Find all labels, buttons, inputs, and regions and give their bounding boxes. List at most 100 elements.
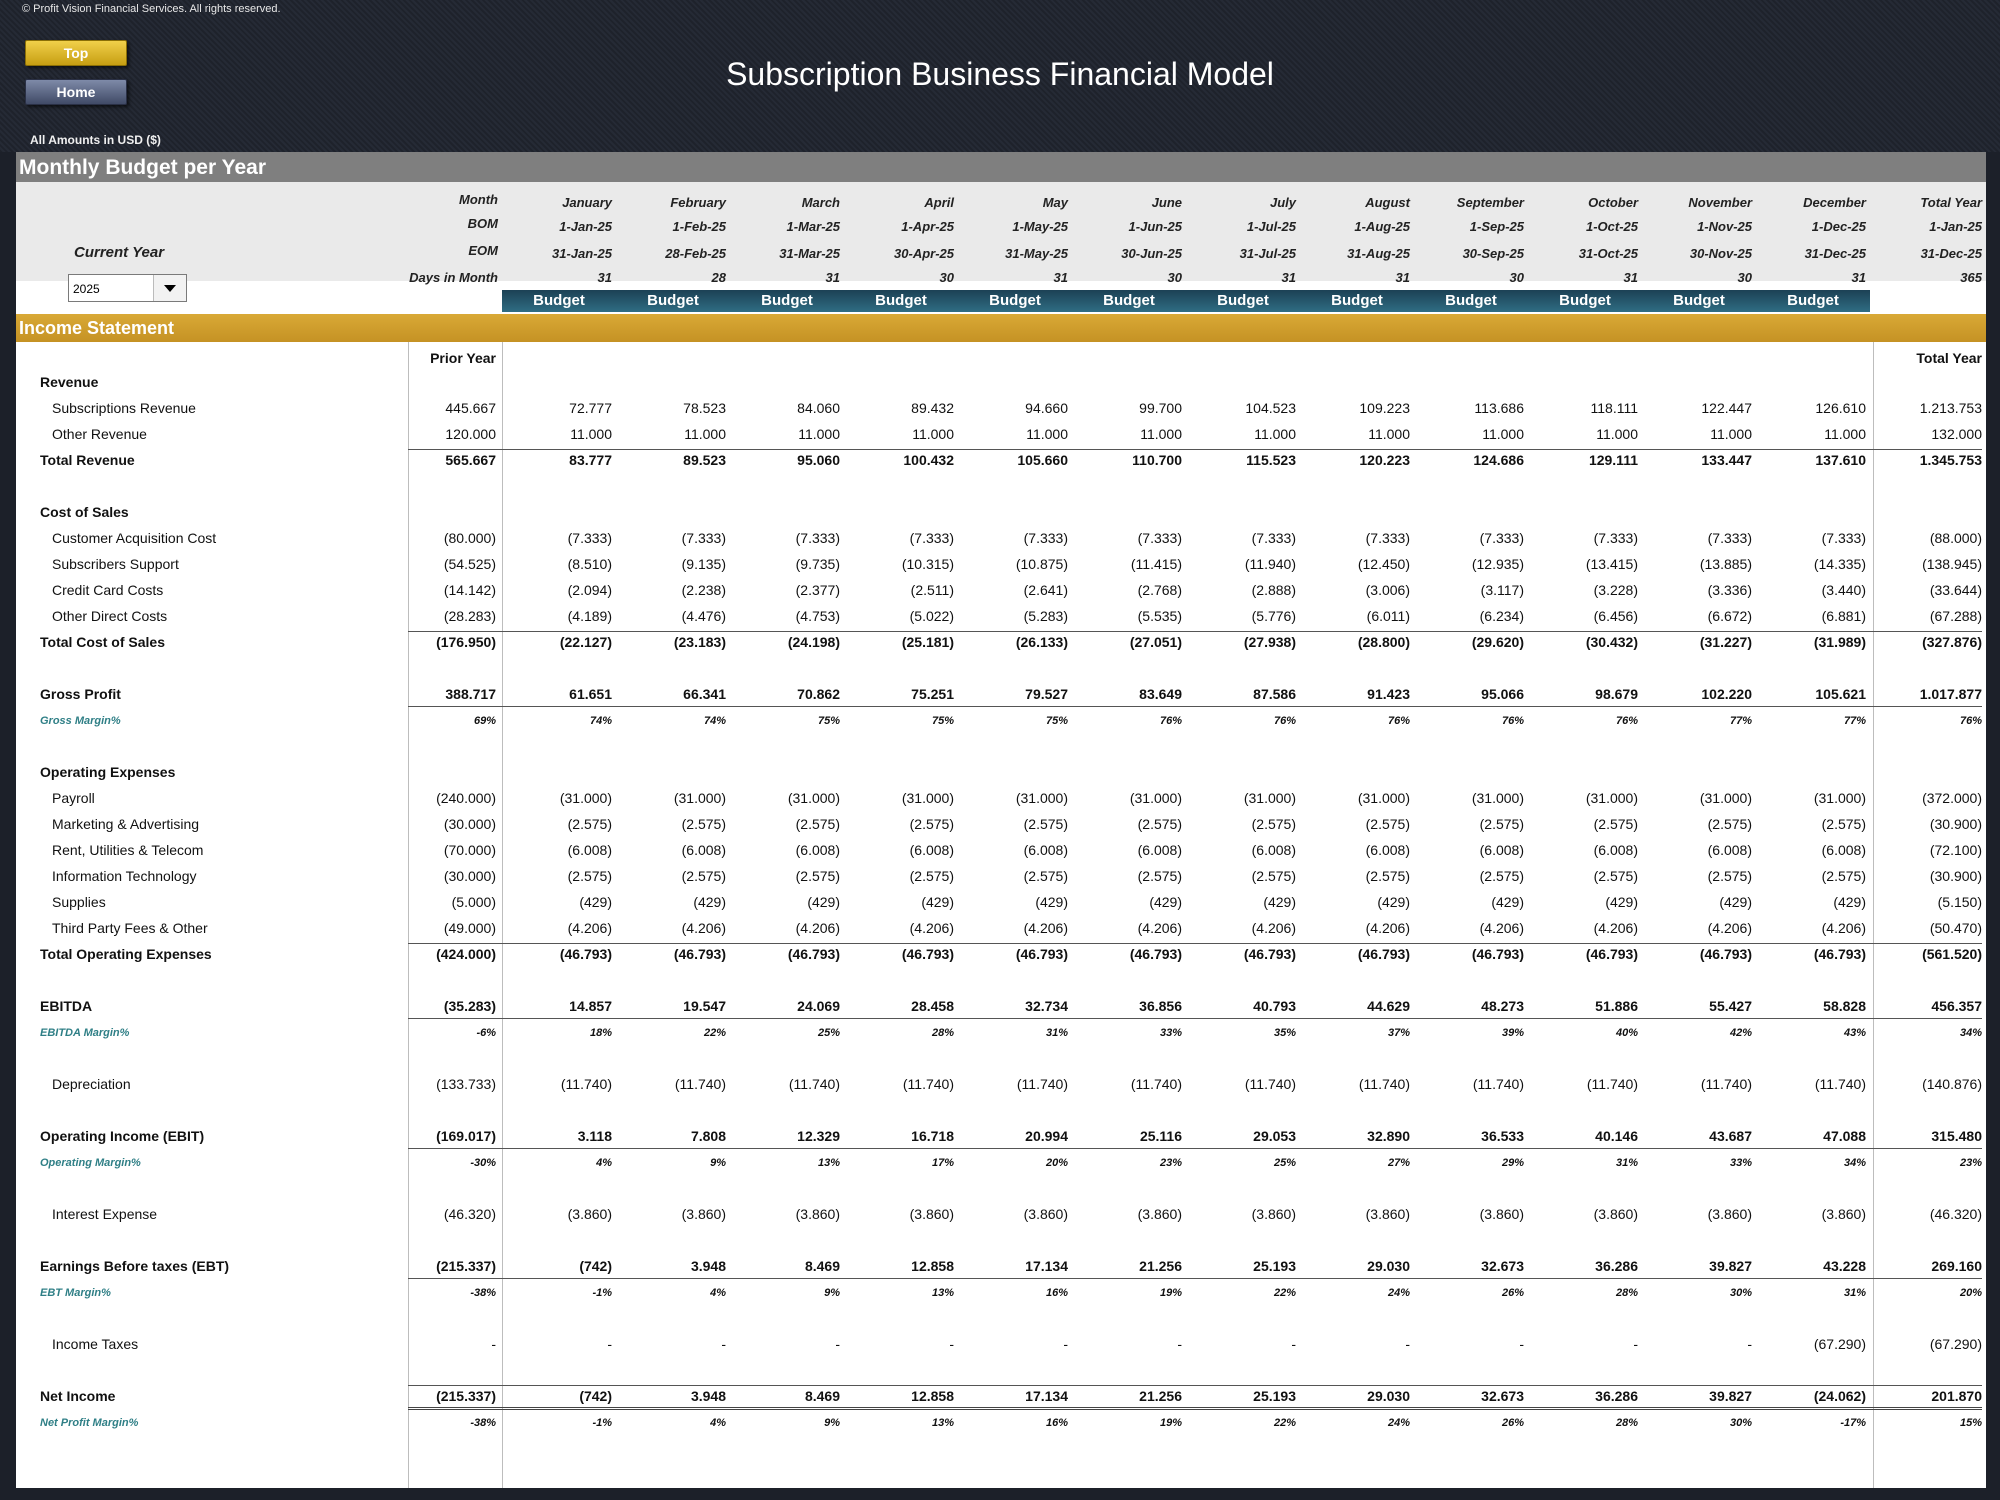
prior-year-value: (80.000) [443,530,496,546]
top-button[interactable]: Top [25,40,127,66]
month-days: 31 [1851,270,1866,285]
month-eom: 31-Mar-25 [779,246,840,261]
month-value: (11.740) [1130,1076,1182,1092]
month-value: (3.860) [1365,1206,1410,1222]
month-value: 110.700 [1132,452,1182,468]
month-value: (4.206) [1707,920,1752,936]
month-value: 51.886 [1595,998,1638,1014]
month-value: (3.860) [681,1206,726,1222]
month-value: 83.649 [1139,686,1182,702]
month-value: (13.415) [1585,556,1638,572]
month-value: (7.333) [909,530,954,546]
month-value: - [1747,1336,1752,1352]
subtotal-rule [408,449,1982,450]
month-value: (2.575) [1593,816,1638,832]
month-value: (3.860) [567,1206,612,1222]
prior-year-value: (70.000) [443,842,496,858]
month-value: 74% [703,715,726,727]
month-name: February [670,195,726,210]
month-value: (7.333) [1251,530,1296,546]
month-value: (46.793) [901,946,954,962]
month-value: (2.377) [795,582,840,598]
month-value: (2.575) [567,868,612,884]
month-value: (7.333) [567,530,612,546]
month-value: - [1405,1336,1410,1352]
net-rule-double [408,1407,1982,1410]
month-value: (4.206) [681,920,726,936]
month-value: 12.329 [797,1128,840,1144]
month-value: 32.673 [1481,1388,1524,1404]
month-value: (46.793) [1585,946,1638,962]
row-label-interest-expense: Interest Expense [52,1206,158,1222]
row-label-credit-card-costs: Credit Card Costs [52,582,164,598]
home-button[interactable]: Home [25,79,127,105]
month-value: 13% [817,1157,840,1169]
month-value: - [1291,1336,1296,1352]
month-value: 8.469 [804,1388,840,1404]
month-value: (46.793) [1015,946,1068,962]
month-value: (6.234) [1479,608,1524,624]
month-name: December [1803,195,1866,210]
chevron-down-icon[interactable] [153,275,186,301]
prior-year-value: (424.000) [436,946,496,962]
month-value: (11.740) [1472,1076,1524,1092]
month-value: 75% [931,715,954,727]
month-value: (7.333) [1023,530,1068,546]
month-name: August [1365,195,1410,210]
prior-year-value: -6% [476,1027,496,1039]
month-name: September [1456,195,1524,210]
month-value: (2.641) [1023,582,1068,598]
month-value: (9.735) [795,556,840,572]
month-value: (6.008) [1821,842,1866,858]
prior-year-value: (30.000) [443,868,496,884]
month-value: 19% [1159,1417,1182,1429]
month-value: 28.458 [911,998,954,1014]
column-divider [1873,342,1874,1488]
month-name: June [1151,195,1182,210]
month-value: 28% [1615,1417,1638,1429]
month-value: 24% [1387,1287,1410,1299]
total-year-value: 456.357 [1931,998,1982,1014]
subtotal-rule [408,631,1982,632]
month-value: 22% [1273,1417,1296,1429]
month-value: - [607,1336,612,1352]
month-value: 11.000 [1254,426,1296,442]
month-value: 17.134 [1025,1258,1068,1274]
row-label-ebitda: EBITDA [40,998,93,1014]
month-value: (2.094) [567,582,612,598]
month-value: (46.793) [1699,946,1752,962]
month-value: 100.432 [903,452,954,468]
row-label-subscriptions-revenue: Subscriptions Revenue [52,400,196,416]
month-value: (2.575) [1365,868,1410,884]
month-value: (4.206) [1137,920,1182,936]
month-value: -1% [592,1287,612,1299]
month-eom: 31-Jan-25 [552,246,612,261]
month-value: (11.740) [1358,1076,1410,1092]
month-bom: 1-Aug-25 [1354,219,1410,234]
month-value: 32.673 [1481,1258,1524,1274]
row-label-rent-utilities-telecom: Rent, Utilities & Telecom [52,842,204,858]
row-label-net-income: Net Income [40,1388,116,1404]
row-label-depreciation: Depreciation [52,1076,131,1092]
month-value: (46.793) [1357,946,1410,962]
year-dropdown[interactable]: 2025 [68,274,187,302]
month-value: 109.223 [1359,400,1410,416]
prior-year-value: (215.337) [436,1388,496,1404]
month-value: (429) [693,894,726,910]
prior-year-value: (28.283) [443,608,496,624]
month-value: (11.940) [1244,556,1296,572]
month-value: (4.206) [1365,920,1410,936]
month-name: May [1042,195,1068,210]
month-value: (3.117) [1480,582,1524,598]
month-value: 4% [710,1287,726,1299]
total-year-value: 1.345.753 [1919,452,1982,468]
month-value: (2.575) [1821,816,1866,832]
month-value: 137.610 [1815,452,1866,468]
month-bom: 1-Oct-25 [1585,219,1638,234]
month-value: 58.828 [1823,998,1866,1014]
total-year-days: 365 [1960,270,1982,285]
month-value: 3.948 [690,1388,726,1404]
month-value: 11.000 [798,426,840,442]
month-value: 102.220 [1701,686,1752,702]
month-value: 11.000 [1140,426,1182,442]
